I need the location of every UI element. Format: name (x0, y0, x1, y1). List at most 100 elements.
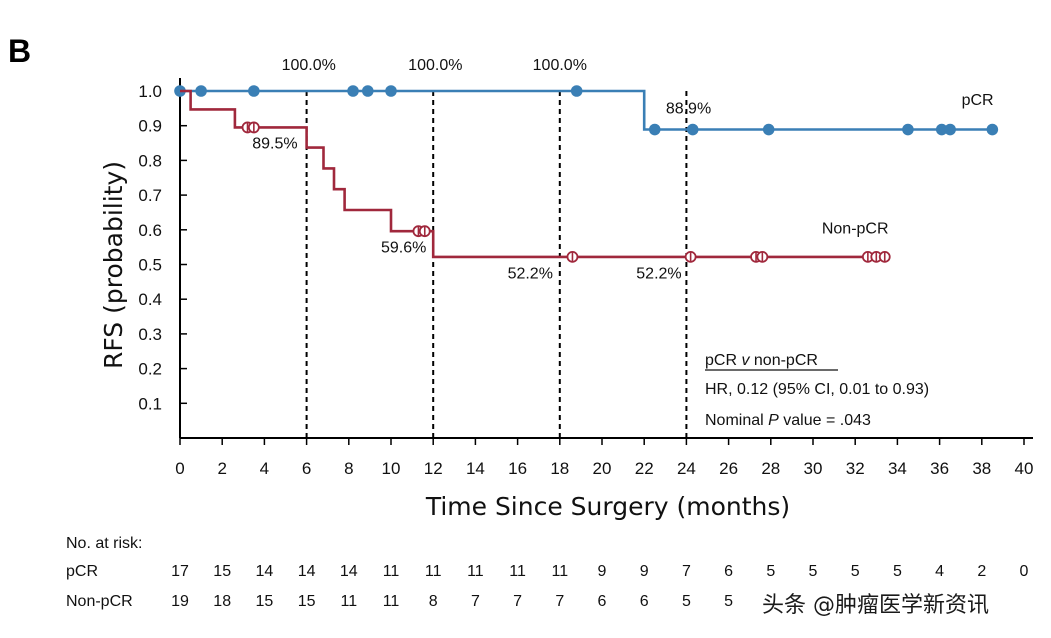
risk-cell-pcr: 5 (809, 563, 818, 580)
censor-mark-non-pcr (684, 250, 697, 263)
x-tick-label: 28 (761, 459, 780, 478)
series-line-pcr (180, 89, 993, 131)
risk-cell-pcr: 0 (1020, 563, 1029, 580)
risk-cell-non-pcr: 15 (256, 593, 274, 610)
risk-cell-pcr: 11 (509, 563, 526, 580)
censor-mark-pcr (570, 85, 583, 97)
risk-cell-pcr: 17 (171, 563, 189, 580)
annotation: 88.9% (666, 101, 711, 118)
stats-pvalue: Nominal P value = .043 (705, 412, 871, 429)
risk-cell-non-pcr: 7 (471, 593, 480, 610)
risk-cell-non-pcr: 15 (298, 593, 316, 610)
x-tick-label: 20 (593, 459, 612, 478)
censor-mark-pcr (762, 123, 775, 136)
censor-mark-pcr (361, 85, 374, 97)
risk-cell-pcr: 15 (213, 563, 231, 580)
risk-row-label-non-pcr: Non-pCR (66, 593, 133, 610)
risk-cell-pcr: 2 (977, 563, 986, 580)
x-tick-label: 40 (1015, 459, 1034, 478)
annotation: Non-pCR (822, 220, 889, 237)
risk-cell-non-pcr: 8 (429, 593, 438, 610)
y-tick-label: 0.3 (138, 325, 162, 344)
annotation: 59.6% (381, 239, 426, 256)
risk-cell-non-pcr: 6 (640, 593, 649, 610)
censor-mark-pcr (347, 85, 359, 97)
x-tick-label: 32 (846, 459, 865, 478)
censor-mark-non-pcr (878, 250, 891, 263)
annotation: 100.0% (533, 57, 587, 74)
censor-mark-pcr (944, 123, 956, 136)
censor-mark-pcr (935, 123, 948, 136)
risk-cell-pcr: 11 (383, 563, 400, 580)
x-ticks: 0 2 4 6 8 10 12 14 16 18 20 22 24 26 28 30 32 34 36 38 40 (175, 438, 1033, 478)
y-tick-label: 0.5 (138, 256, 162, 275)
annotation: 52.2% (508, 265, 553, 282)
stats-hr: HR, 0.12 (95% CI, 0.01 to 0.93) (705, 381, 929, 398)
x-tick-label: 16 (508, 459, 527, 478)
x-tick-label: 14 (466, 459, 485, 478)
x-tick-label: 10 (382, 459, 401, 478)
annotation: pCR (962, 92, 994, 109)
x-tick-label: 2 (217, 459, 226, 478)
x-tick-label: 30 (804, 459, 823, 478)
x-tick-label: 34 (888, 459, 907, 478)
risk-cell-pcr: 14 (340, 563, 358, 580)
risk-cell-pcr: 5 (851, 563, 860, 580)
censor-mark-non-pcr (566, 250, 579, 263)
censor-mark-pcr (986, 123, 999, 136)
risk-cell-pcr: 11 (467, 563, 484, 580)
y-tick-label: 0.1 (138, 394, 162, 413)
panel-label: B (8, 33, 31, 69)
y-tick-label: 0.7 (138, 186, 162, 205)
annotation: 89.5% (252, 135, 297, 152)
y-tick-label: 1.0 (138, 82, 162, 101)
x-tick-label: 24 (677, 459, 696, 478)
censor-mark-non-pcr (247, 121, 260, 134)
risk-cell-pcr: 5 (766, 563, 775, 580)
x-tick-label: 26 (719, 459, 738, 478)
annotation: 100.0% (408, 57, 462, 74)
risk-cell-pcr: 6 (724, 563, 733, 580)
y-axis-title: RFS (probability) (99, 161, 128, 369)
censor-mark-pcr (248, 85, 260, 97)
censor-mark-non-pcr (756, 250, 769, 263)
risk-cell-pcr: 11 (551, 563, 568, 580)
annotation: 100.0% (282, 57, 336, 74)
risk-cell-non-pcr: 5 (682, 593, 691, 610)
y-tick-label: 0.9 (138, 117, 162, 136)
y-tick-label: 0.2 (138, 360, 162, 379)
risk-cell-non-pcr: 11 (340, 593, 357, 610)
x-tick-label: 0 (175, 459, 184, 478)
censor-mark-pcr (195, 85, 207, 97)
y-tick-label: 0.8 (138, 151, 162, 170)
x-tick-label: 36 (930, 459, 949, 478)
risk-cell-pcr: 14 (298, 563, 316, 580)
risk-table: pCR 17 15 14 14 14 11 11 11 11 11 9 9 7 6 5 5 5 5 4 2 0 Non-pC… (66, 563, 1029, 610)
x-tick-label: 22 (635, 459, 654, 478)
y-tick-label: 0.4 (138, 290, 162, 309)
x-tick-label: 4 (260, 459, 269, 478)
risk-cell-non-pcr: 11 (383, 593, 400, 610)
series-layer (174, 85, 999, 263)
risk-cell-pcr: 9 (598, 563, 607, 580)
censor-mark-pcr (648, 123, 661, 136)
y-ticks: 0.1 0.2 0.3 0.4 0.5 0.6 0.7 0.8 0.9 1.0 (138, 82, 187, 413)
censor-mark-pcr (686, 123, 699, 136)
risk-cell-non-pcr: 7 (513, 593, 522, 610)
x-tick-label: 38 (972, 459, 991, 478)
risk-cell-pcr: 11 (425, 563, 442, 580)
x-tick-label: 8 (344, 459, 353, 478)
censor-mark-pcr (902, 123, 914, 136)
risk-cell-pcr: 14 (256, 563, 274, 580)
risk-cell-pcr: 7 (682, 563, 691, 580)
x-tick-label: 12 (424, 459, 443, 478)
stats-heading: pCR v non-pCR (705, 352, 818, 369)
watermark: 头条 @肿瘤医学新资讯 (762, 593, 989, 618)
y-tick-label: 0.6 (138, 221, 162, 240)
x-tick-label: 18 (550, 459, 569, 478)
risk-cell-non-pcr: 19 (171, 593, 189, 610)
censor-mark-non-pcr (418, 225, 431, 238)
risk-cell-non-pcr: 6 (598, 593, 607, 610)
risk-cell-pcr: 4 (935, 563, 944, 580)
